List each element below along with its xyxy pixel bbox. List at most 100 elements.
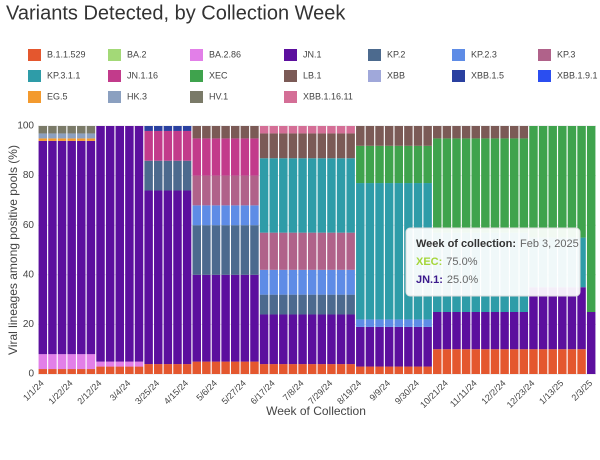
tooltip-row: JN.1: 25.0%: [416, 274, 478, 286]
y-axis-title: Viral lineages among positive pools (%): [6, 145, 20, 355]
bar-segment: [279, 314, 288, 365]
bar-segment: [471, 138, 480, 233]
bar-segment: [288, 269, 298, 295]
bar-segment: [317, 126, 327, 134]
legend-label: HV.1: [209, 91, 228, 101]
bar-segment: [279, 158, 288, 233]
bar-segment: [38, 369, 48, 374]
bar-segment: [500, 138, 509, 233]
bar-segment: [404, 366, 413, 374]
x-tick-label: 7/29/24: [306, 378, 334, 406]
bar-segment: [202, 126, 211, 139]
bar-segment: [500, 126, 509, 139]
bar-segment: [259, 364, 269, 374]
bar-segment: [375, 319, 384, 327]
bar-segment: [173, 160, 182, 191]
bar-segment: [490, 126, 500, 139]
tooltip-row-value: 75.0%: [446, 256, 477, 268]
bar-segment: [230, 225, 240, 275]
bar-segment: [279, 269, 288, 295]
bar-segment: [452, 138, 461, 233]
bar-segment: [279, 232, 288, 270]
bar-segment: [240, 138, 250, 176]
bar-segment: [250, 126, 259, 139]
bar-segment: [298, 364, 307, 374]
bar-segment: [490, 349, 500, 374]
x-tick-label: 1/1/24: [21, 378, 46, 403]
bar-segment: [57, 140, 67, 355]
bar-segment: [202, 225, 211, 275]
bar-segment: [240, 225, 250, 275]
bar-segment: [356, 145, 365, 184]
bar-segment: [500, 349, 509, 374]
bar-segment: [413, 366, 423, 374]
bar-segment: [509, 138, 519, 233]
bar-segment: [356, 183, 365, 320]
legend-swatch: [452, 70, 465, 82]
bar-segment: [336, 158, 346, 233]
bar-segment: [221, 205, 230, 226]
bar-segment: [144, 160, 153, 191]
bar-segment: [182, 130, 192, 161]
bar-segment: [356, 319, 365, 327]
bar-segment: [86, 354, 96, 370]
bar-segment: [192, 205, 201, 226]
tooltip-box: [405, 227, 581, 297]
bar-segment: [250, 274, 259, 362]
bar-segment: [144, 130, 153, 161]
bar-segment: [211, 175, 221, 206]
bar-segment: [586, 126, 596, 312]
bar-segment: [490, 138, 500, 233]
bar-segment: [77, 133, 86, 139]
legend-swatch: [284, 49, 297, 61]
legend-swatch: [452, 49, 465, 61]
bar-segment: [529, 126, 538, 238]
bar-segment: [173, 190, 182, 365]
bar-segment: [259, 269, 269, 295]
bar-segment: [317, 232, 327, 270]
bar-segment: [452, 126, 461, 139]
bar-segment: [192, 361, 201, 374]
bar-segment: [307, 232, 317, 270]
bar-segment: [384, 366, 394, 374]
bar-segment: [240, 126, 250, 139]
legend-label: EG.5: [47, 91, 68, 101]
bar-segment: [346, 269, 355, 295]
bar-segment: [221, 361, 230, 374]
bar-segment: [48, 138, 57, 141]
bar-segment: [558, 349, 567, 374]
legend-swatch: [368, 70, 381, 82]
bar-segment: [288, 314, 298, 365]
bar-segment: [77, 369, 86, 374]
bar-segment: [163, 130, 173, 161]
bar-segment: [442, 312, 452, 350]
bar-segment: [548, 349, 557, 374]
bar-segment: [529, 287, 538, 350]
bar-segment: [577, 287, 586, 350]
bar-segment: [423, 319, 432, 327]
bar-segment: [259, 133, 269, 159]
tooltip-heading-label: Week of collection:: [416, 238, 516, 250]
bar-segment: [404, 326, 413, 367]
legend-label: XBB: [387, 70, 405, 80]
bar-segment: [202, 361, 211, 374]
bar-segment: [461, 349, 471, 374]
legend-swatch: [538, 49, 551, 61]
bar-segment: [346, 314, 355, 365]
bar-segment: [336, 314, 346, 365]
bar-segment: [250, 225, 259, 275]
bar-segment: [490, 312, 500, 350]
bar-segment: [394, 366, 404, 374]
bar-segment: [317, 133, 327, 159]
bar-segment: [317, 269, 327, 295]
bar-segment: [356, 366, 365, 374]
bar-segment: [288, 158, 298, 233]
bar-segment: [365, 366, 375, 374]
bar-segment: [154, 126, 163, 131]
bar-segment: [509, 126, 519, 139]
bar-segment: [250, 175, 259, 206]
bar-segment: [307, 314, 317, 365]
bar-segment: [144, 126, 153, 131]
bar-segment: [327, 126, 336, 134]
bar-segment: [298, 232, 307, 270]
